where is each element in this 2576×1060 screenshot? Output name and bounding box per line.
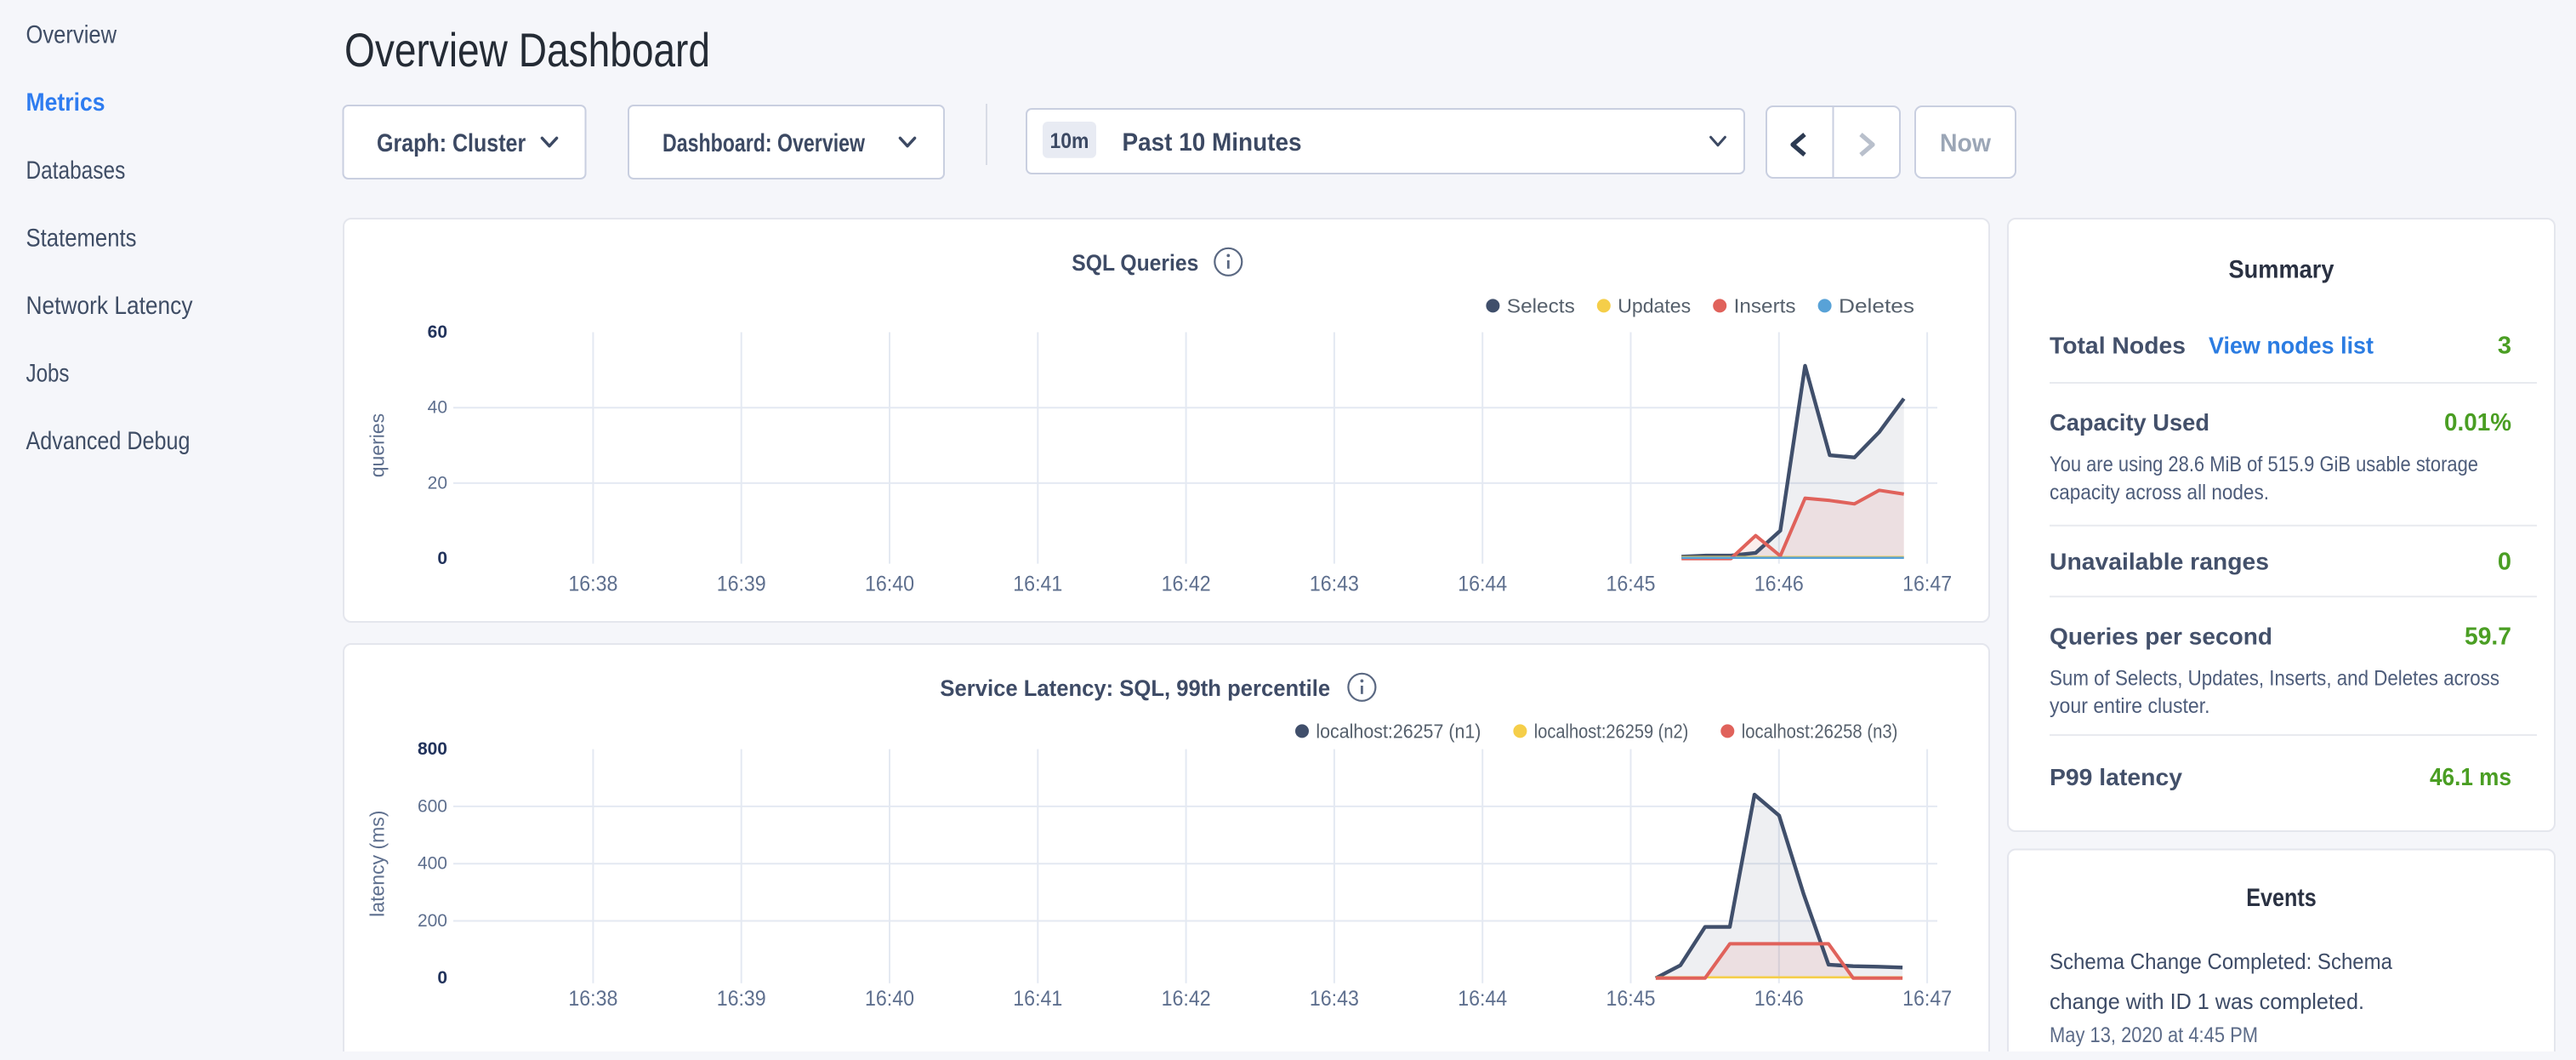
svg-text:Dashboard: Overview: Dashboard: Overview [662,129,866,157]
svg-text:16:47: 16:47 [1902,573,1952,596]
svg-text:Overview Dashboard: Overview Dashboard [344,23,710,77]
svg-text:0.01%: 0.01% [2444,409,2511,436]
svg-text:0: 0 [2498,548,2511,575]
svg-text:59.7: 59.7 [2465,623,2511,650]
svg-text:16:46: 16:46 [1754,573,1804,596]
svg-text:latency (ms): latency (ms) [367,811,389,917]
svg-text:0: 0 [437,968,447,988]
svg-text:View nodes list: View nodes list [2209,332,2374,358]
svg-text:Queries per second: Queries per second [2050,623,2272,649]
svg-text:Statements: Statements [26,224,137,252]
svg-text:localhost:26258 (n3): localhost:26258 (n3) [1742,721,1898,743]
svg-text:Sum of Selects, Updates, Inser: Sum of Selects, Updates, Inserts, and De… [2050,666,2499,690]
svg-text:16:39: 16:39 [717,987,766,1011]
svg-text:16:47: 16:47 [1902,987,1952,1011]
svg-text:16:40: 16:40 [865,987,914,1011]
svg-text:Schema Change Completed: Schem: Schema Change Completed: Schema [2050,949,2392,974]
svg-text:queries: queries [367,413,389,477]
svg-text:Jobs: Jobs [26,360,70,388]
svg-text:16:43: 16:43 [1310,573,1359,596]
svg-text:Summary: Summary [2229,256,2334,284]
svg-text:0: 0 [437,549,447,568]
svg-text:Inserts: Inserts [1734,295,1796,317]
svg-text:400: 400 [418,854,447,874]
svg-text:16:43: 16:43 [1310,987,1359,1011]
svg-text:3: 3 [2498,332,2511,359]
svg-text:16:42: 16:42 [1162,573,1211,596]
svg-text:Service Latency: SQL, 99th per: Service Latency: SQL, 99th percentile [940,675,1330,701]
svg-text:16:46: 16:46 [1754,987,1804,1011]
svg-text:16:42: 16:42 [1162,987,1211,1011]
svg-text:change with ID 1 was completed: change with ID 1 was completed. [2050,989,2364,1014]
svg-text:60: 60 [428,322,447,342]
svg-text:Deletes: Deletes [1839,295,1914,317]
svg-text:Updates: Updates [1618,295,1691,317]
svg-text:You are using 28.6 MiB of 515.: You are using 28.6 MiB of 515.9 GiB usab… [2050,453,2478,476]
svg-text:20: 20 [428,473,447,493]
svg-text:your entire cluster.: your entire cluster. [2050,694,2210,718]
svg-text:May 13, 2020 at 4:45 PM: May 13, 2020 at 4:45 PM [2050,1023,2258,1047]
svg-text:capacity across all nodes.: capacity across all nodes. [2050,481,2269,504]
svg-text:Metrics: Metrics [26,88,105,117]
svg-text:localhost:26257 (n1): localhost:26257 (n1) [1316,721,1481,743]
svg-text:16:38: 16:38 [568,987,617,1011]
svg-text:46.1 ms: 46.1 ms [2430,764,2511,791]
svg-text:16:38: 16:38 [568,573,617,596]
svg-text:40: 40 [428,398,447,418]
svg-text:16:45: 16:45 [1606,573,1656,596]
svg-text:SQL Queries: SQL Queries [1072,250,1198,276]
svg-text:Databases: Databases [26,157,126,185]
svg-text:Overview: Overview [26,21,117,49]
svg-text:Advanced Debug: Advanced Debug [26,427,190,455]
svg-text:200: 200 [418,911,447,931]
svg-text:Capacity Used: Capacity Used [2050,409,2209,436]
svg-text:16:45: 16:45 [1606,987,1656,1011]
svg-text:10m: 10m [1050,129,1089,153]
svg-text:Past 10 Minutes: Past 10 Minutes [1123,128,1302,157]
svg-text:localhost:26259 (n2): localhost:26259 (n2) [1534,721,1689,743]
svg-text:Selects: Selects [1507,295,1575,317]
svg-text:Now: Now [1940,129,1992,157]
svg-text:16:44: 16:44 [1458,987,1507,1011]
svg-text:Network Latency: Network Latency [26,292,193,320]
svg-text:800: 800 [418,739,447,759]
svg-text:16:41: 16:41 [1013,987,1062,1011]
svg-text:P99 latency: P99 latency [2050,764,2182,790]
svg-text:Graph: Cluster: Graph: Cluster [377,129,526,157]
svg-text:Events: Events [2246,884,2317,912]
svg-text:600: 600 [418,796,447,816]
svg-text:Unavailable ranges: Unavailable ranges [2050,548,2269,574]
svg-text:16:41: 16:41 [1013,573,1062,596]
svg-text:Total Nodes: Total Nodes [2050,332,2186,358]
svg-text:16:39: 16:39 [717,573,766,596]
svg-text:16:40: 16:40 [865,573,914,596]
svg-text:16:44: 16:44 [1458,573,1507,596]
